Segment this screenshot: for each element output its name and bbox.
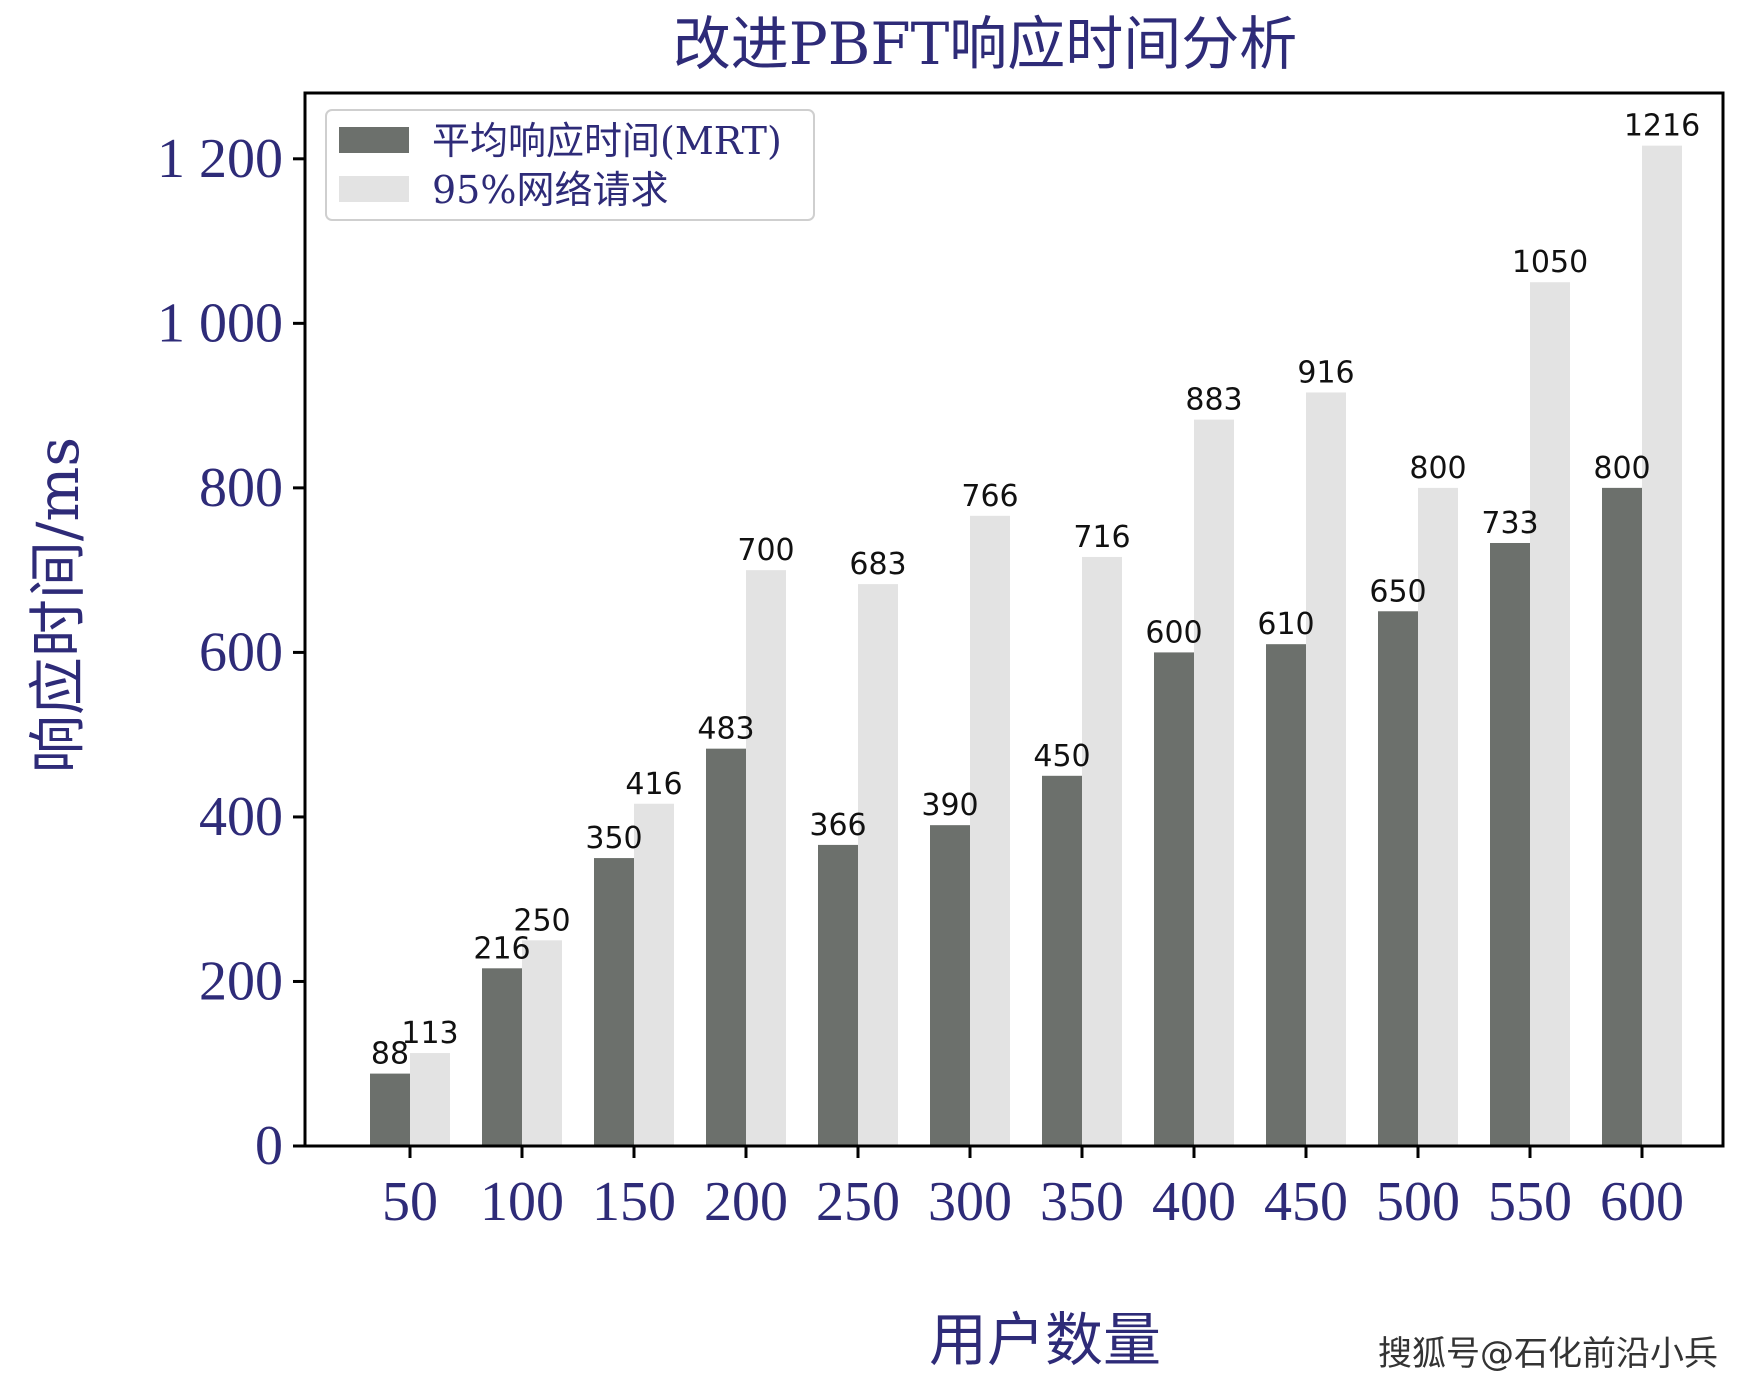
bar-p95-300 xyxy=(970,515,1010,1146)
data-label-mrt-150: 350 xyxy=(585,821,642,856)
x-axis: 50 100 150 200 250 300 350 400 450 500 550 600 xyxy=(382,1146,1684,1233)
bar-p95-400 xyxy=(1194,419,1234,1146)
bar-p95-600 xyxy=(1642,145,1682,1146)
x-tick-label-150: 150 xyxy=(592,1171,676,1233)
data-label-mrt-200: 483 xyxy=(697,712,754,747)
data-label-mrt-550: 733 xyxy=(1481,506,1538,541)
data-label-mrt-300: 390 xyxy=(921,788,978,823)
y-tick-label-1200: 1 200 xyxy=(157,128,283,190)
legend: 平均响应时间(MRT) 95%网络请求 xyxy=(325,109,815,221)
data-label-mrt-250: 366 xyxy=(809,808,866,843)
data-label-mrt-350: 450 xyxy=(1033,739,1090,774)
bar-mrt-200 xyxy=(706,748,746,1146)
data-label-mrt-450: 610 xyxy=(1257,607,1314,642)
bar-mrt-500 xyxy=(1378,611,1418,1146)
x-tick-label-350: 350 xyxy=(1040,1171,1124,1233)
y-tick-label-800: 800 xyxy=(199,457,283,519)
y-tick-label-400: 400 xyxy=(199,786,283,848)
y-tick-label-600: 600 xyxy=(199,621,283,683)
bar-mrt-250 xyxy=(818,844,858,1146)
x-tick-label-200: 200 xyxy=(704,1171,788,1233)
bar-p95-450 xyxy=(1306,392,1346,1146)
data-label-p95-300: 766 xyxy=(961,479,1018,514)
data-label-p95-550: 1050 xyxy=(1512,245,1588,280)
data-label-mrt-600: 800 xyxy=(1593,451,1650,486)
data-label-p95-250: 683 xyxy=(849,547,906,582)
data-label-p95-100: 250 xyxy=(513,903,570,938)
data-label-mrt-500: 650 xyxy=(1369,574,1426,609)
bar-p95-250 xyxy=(858,584,898,1146)
data-label-mrt-50: 88 xyxy=(371,1037,409,1072)
x-tick-label-450: 450 xyxy=(1264,1171,1348,1233)
bar-mrt-350 xyxy=(1042,775,1082,1146)
x-tick-label-300: 300 xyxy=(928,1171,1012,1233)
bar-mrt-50 xyxy=(370,1073,410,1146)
bar-mrt-300 xyxy=(930,825,970,1146)
x-tick-label-50: 50 xyxy=(382,1171,438,1233)
bar-mrt-100 xyxy=(482,968,522,1146)
x-tick-label-250: 250 xyxy=(816,1171,900,1233)
x-tick-label-600: 600 xyxy=(1600,1171,1684,1233)
bar-mrt-600 xyxy=(1602,487,1642,1146)
x-tick-label-400: 400 xyxy=(1152,1171,1236,1233)
data-label-p95-400: 883 xyxy=(1185,383,1242,418)
legend-box xyxy=(325,109,815,221)
y-tick-label-200: 200 xyxy=(199,950,283,1012)
legend-label-mrt: 平均响应时间(MRT) xyxy=(432,119,782,163)
bar-mrt-400 xyxy=(1154,652,1194,1146)
data-label-mrt-100: 216 xyxy=(473,931,530,966)
bar-mrt-450 xyxy=(1266,644,1306,1146)
legend-label-p95: 95%网络请求 xyxy=(432,168,668,212)
bar-p95-500 xyxy=(1418,487,1458,1146)
data-label-p95-600: 1216 xyxy=(1624,109,1700,144)
y-axis: 0 200 400 600 800 1 000 1 200 xyxy=(157,128,305,1177)
legend-swatch-p95 xyxy=(339,176,409,202)
x-tick-label-100: 100 xyxy=(480,1171,564,1233)
watermark: 搜狐号@石化前沿小兵 xyxy=(1378,1334,1718,1374)
plot-frame xyxy=(303,91,1725,1148)
bar-p95-350 xyxy=(1082,556,1122,1146)
data-label-p95-50: 113 xyxy=(401,1016,458,1051)
legend-swatch-mrt xyxy=(339,127,409,153)
bar-p95-50 xyxy=(410,1053,450,1146)
bar-mrt-150 xyxy=(594,858,634,1146)
x-tick-label-550: 550 xyxy=(1488,1171,1572,1233)
y-axis-label: 响应时间/ms xyxy=(24,437,92,773)
data-label-p95-200: 700 xyxy=(737,533,794,568)
y-tick-label-0: 0 xyxy=(255,1115,283,1177)
y-tick-label-1000: 1 000 xyxy=(157,292,283,354)
chart-title: 改进PBFT响应时间分析 xyxy=(673,10,1298,78)
data-label-p95-450: 916 xyxy=(1297,355,1354,390)
bars-layer xyxy=(370,145,1682,1146)
data-label-p95-150: 416 xyxy=(625,767,682,802)
bar-mrt-550 xyxy=(1490,542,1530,1146)
bar-p95-550 xyxy=(1530,282,1570,1146)
x-tick-label-500: 500 xyxy=(1376,1171,1460,1233)
x-axis-label: 用户数量 xyxy=(929,1306,1161,1374)
data-label-mrt-400: 600 xyxy=(1145,615,1202,650)
bar-p95-200 xyxy=(746,570,786,1146)
data-label-p95-350: 716 xyxy=(1073,520,1130,555)
data-label-p95-500: 800 xyxy=(1409,451,1466,486)
bar-p95-150 xyxy=(634,803,674,1146)
bar-p95-100 xyxy=(522,940,562,1146)
